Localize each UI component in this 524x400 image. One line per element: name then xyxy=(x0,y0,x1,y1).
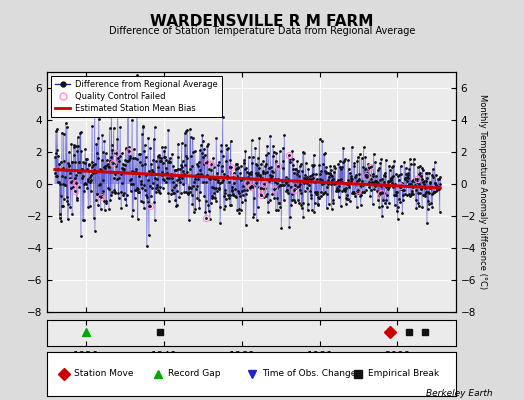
Legend: Difference from Regional Average, Quality Control Failed, Estimated Station Mean: Difference from Regional Average, Qualit… xyxy=(51,76,222,117)
Text: Empirical Break: Empirical Break xyxy=(368,370,439,378)
Text: Record Gap: Record Gap xyxy=(168,370,220,378)
Text: Berkeley Earth: Berkeley Earth xyxy=(426,389,493,398)
Text: WARDENSVILLE R M FARM: WARDENSVILLE R M FARM xyxy=(150,14,374,29)
Text: Time of Obs. Change: Time of Obs. Change xyxy=(262,370,356,378)
Text: Station Move: Station Move xyxy=(74,370,133,378)
Y-axis label: Monthly Temperature Anomaly Difference (°C): Monthly Temperature Anomaly Difference (… xyxy=(478,94,487,290)
Text: Difference of Station Temperature Data from Regional Average: Difference of Station Temperature Data f… xyxy=(109,26,415,36)
